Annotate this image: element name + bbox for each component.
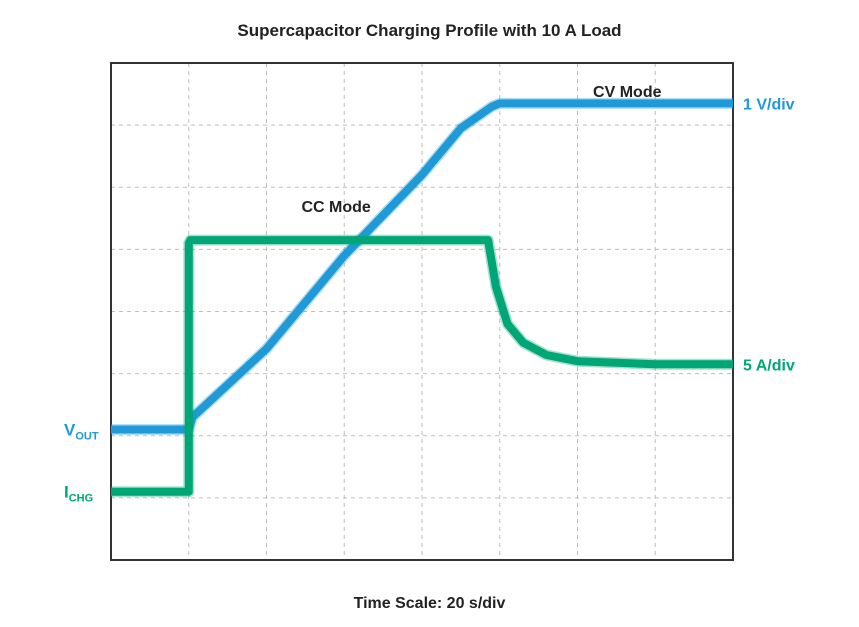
grid-lines [111,63,733,560]
ichg-scale-label: 5 A/div [743,357,795,374]
annotations: CC Mode CV Mode [301,84,661,216]
annotation-label: CC Mode [301,199,370,216]
trace-labels: VOUT 1 V/div ICHG 5 A/div [64,96,795,504]
chart-title: Supercapacitor Charging Profile with 10 … [237,21,622,40]
traces [111,97,733,498]
x-axis-label: Time Scale: 20 s/div [353,595,506,612]
ichg-trace-name: ICHG [64,483,93,505]
annotation-label: CV Mode [593,84,662,101]
plot-frame [110,62,734,561]
ichg-trace [111,236,733,496]
vout-trace-name: VOUT [64,421,99,443]
vout-scale-label: 1 V/div [743,96,795,113]
